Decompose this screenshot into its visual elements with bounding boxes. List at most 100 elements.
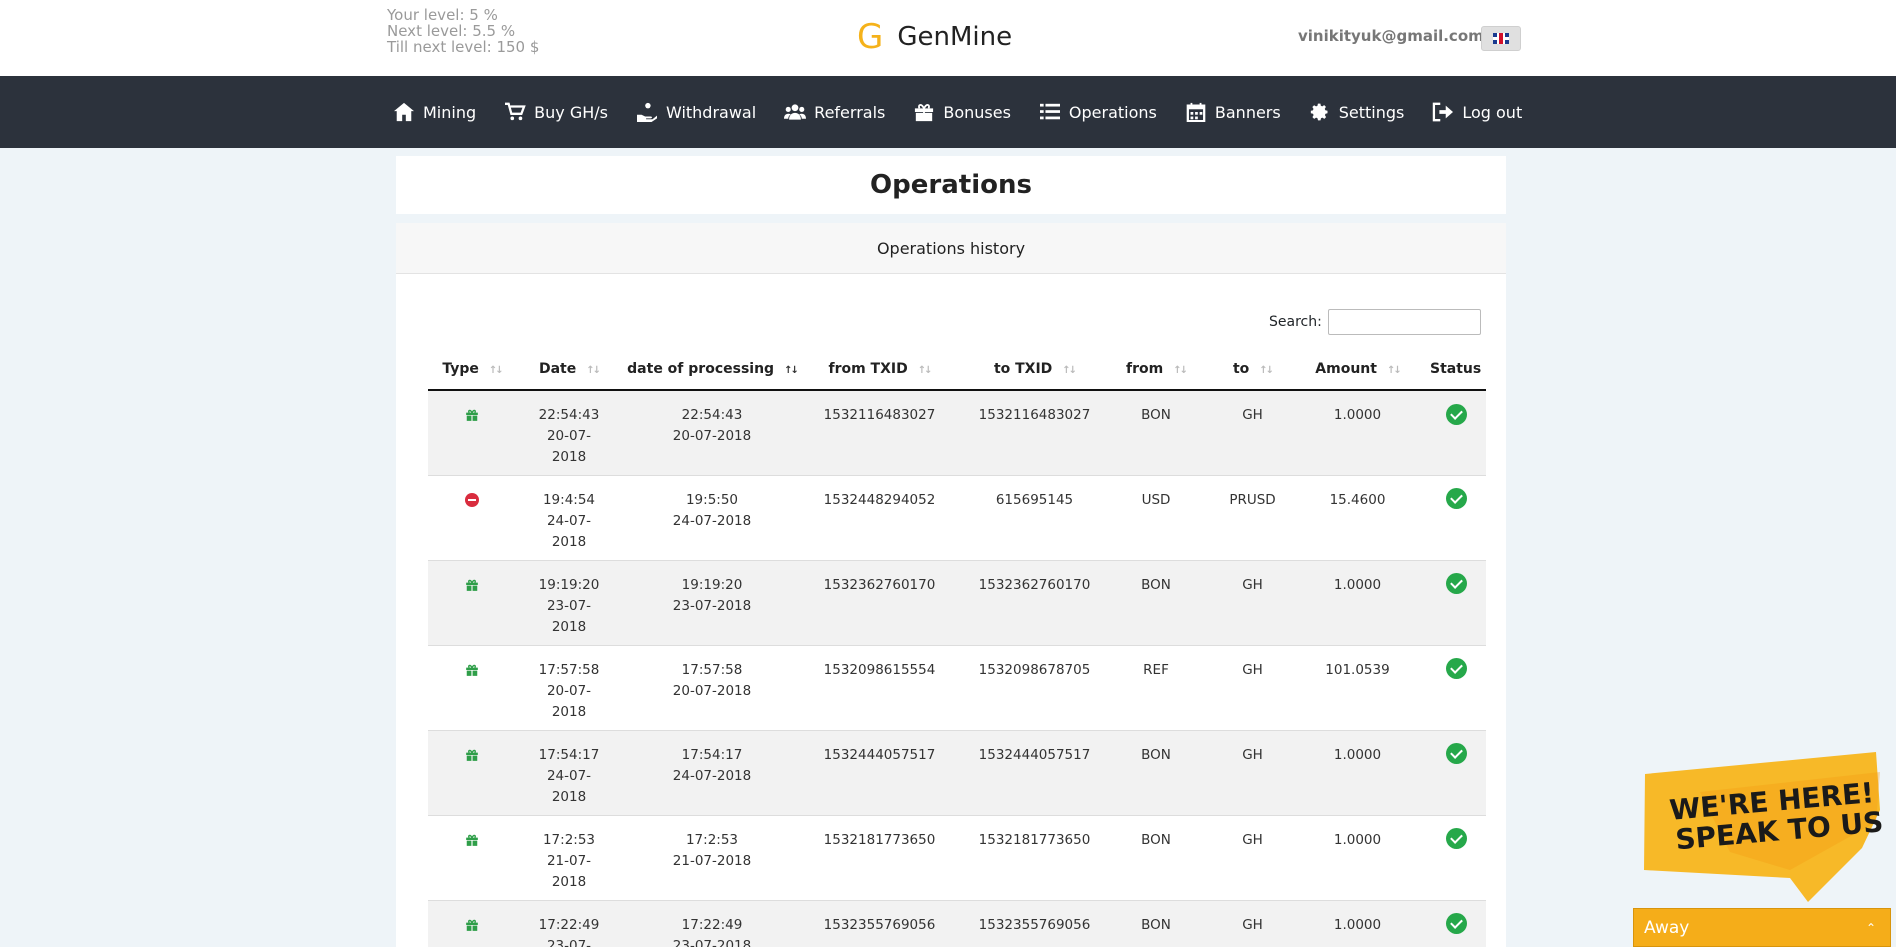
cell-from: BON bbox=[1112, 389, 1200, 475]
nav-item-label: Log out bbox=[1462, 102, 1523, 122]
gift-icon bbox=[465, 577, 479, 593]
operations-table: Type ↑↓ Date ↑↓ date of processing ↑↓ from … bbox=[428, 348, 1486, 947]
col-to[interactable]: to ↑↓ bbox=[1200, 348, 1305, 391]
speak-to-us-banner[interactable]: WE'RE HERE! SPEAK TO US bbox=[1640, 752, 1884, 902]
cell-amount: 1.0000 bbox=[1305, 899, 1410, 947]
brand-g-icon: G bbox=[857, 17, 884, 57]
cell-from-txid: 1532444057517 bbox=[802, 729, 957, 815]
table-row: 17:57:58 20-07- 2018 17:57:58 20-07-2018 1532… bbox=[428, 644, 1486, 730]
cell-to: GH bbox=[1200, 899, 1305, 947]
sort-icon: ↑↓ bbox=[488, 364, 504, 376]
cell-date-processing: 17:57:58 20-07-2018 bbox=[622, 644, 802, 730]
cell-to-txid: 1532116483027 bbox=[957, 389, 1112, 475]
cell-type bbox=[428, 389, 516, 475]
col-type[interactable]: Type ↑↓ bbox=[428, 348, 516, 391]
nav-item-banners[interactable]: Banners bbox=[1185, 102, 1281, 122]
cell-status bbox=[1410, 899, 1486, 947]
nav-item-label: Referrals bbox=[814, 102, 886, 122]
check-circle-icon bbox=[1446, 913, 1467, 934]
cell-from-txid: 1532362760170 bbox=[802, 559, 957, 645]
check-circle-icon bbox=[1446, 488, 1467, 509]
chat-status-label: Away bbox=[1644, 917, 1690, 938]
nav-item-referrals[interactable]: Referrals bbox=[784, 102, 885, 122]
cell-to: GH bbox=[1200, 389, 1305, 475]
cell-status bbox=[1410, 644, 1486, 730]
cell-type bbox=[428, 474, 516, 560]
cell-to: PRUSD bbox=[1200, 474, 1305, 560]
cell-to-txid: 615695145 bbox=[957, 474, 1112, 560]
nav-item-logout[interactable]: Log out bbox=[1432, 102, 1522, 122]
cell-from-txid: 1532098615554 bbox=[802, 644, 957, 730]
cell-date-processing: 17:2:53 21-07-2018 bbox=[622, 814, 802, 900]
nav-item-label: Operations bbox=[1068, 102, 1157, 122]
cell-status bbox=[1410, 814, 1486, 900]
cell-date-processing: 17:54:17 24-07-2018 bbox=[622, 729, 802, 815]
cell-from-txid: 1532355769056 bbox=[802, 899, 957, 947]
nav-item-label: Settings bbox=[1338, 102, 1405, 122]
cell-status bbox=[1410, 559, 1486, 645]
check-circle-icon bbox=[1446, 658, 1467, 679]
table-row: 17:54:17 24-07- 2018 17:54:17 24-07-2018 1532… bbox=[428, 729, 1486, 815]
cell-from: REF bbox=[1112, 644, 1200, 730]
cell-from: BON bbox=[1112, 899, 1200, 947]
brand-logo[interactable]: G GenMine bbox=[857, 18, 1012, 56]
cell-status bbox=[1410, 729, 1486, 815]
next-level: Next level: 5.5 % bbox=[387, 22, 516, 40]
chevron-up-icon[interactable]: ⌃ bbox=[1865, 920, 1876, 935]
table-header-row: Type ↑↓ Date ↑↓ date of processing ↑↓ from … bbox=[428, 348, 1486, 391]
cell-from-txid: 1532116483027 bbox=[802, 389, 957, 475]
hand-coin-icon bbox=[636, 102, 657, 122]
cell-type bbox=[428, 729, 516, 815]
sort-icon: ↑↓ bbox=[1062, 364, 1077, 376]
col-from[interactable]: from ↑↓ bbox=[1112, 348, 1200, 391]
col-to-txid[interactable]: to TXID ↑↓ bbox=[957, 348, 1112, 391]
chat-status-bar[interactable]: Away ⌃ bbox=[1633, 908, 1891, 947]
cell-to-txid: 1532098678705 bbox=[957, 644, 1112, 730]
level-info: Your level: 5 % Next level: 5.5 % Till n… bbox=[387, 7, 539, 55]
cell-amount: 1.0000 bbox=[1305, 814, 1410, 900]
language-button[interactable] bbox=[1481, 26, 1521, 51]
col-from-txid[interactable]: from TXID ↑↓ bbox=[802, 348, 957, 391]
cell-from-txid: 1532181773650 bbox=[802, 814, 957, 900]
cell-status bbox=[1410, 389, 1486, 475]
nav-item-bonuses[interactable]: Bonuses bbox=[913, 102, 1011, 122]
nav-item-label: Bonuses bbox=[943, 102, 1011, 122]
table-row: 17:2:53 21-07- 2018 17:2:53 21-07-2018 153218… bbox=[428, 814, 1486, 900]
main-nav: Mining Buy GH/s Withdrawal Referrals Bon… bbox=[0, 76, 1896, 148]
nav-item-buy[interactable]: Buy GH/s bbox=[504, 102, 608, 122]
col-date-processing[interactable]: date of processing ↑↓ bbox=[622, 348, 802, 391]
search-input[interactable] bbox=[1327, 309, 1481, 335]
cell-date-processing: 22:54:43 20-07-2018 bbox=[622, 389, 802, 475]
gift-icon bbox=[465, 832, 479, 848]
cell-type bbox=[428, 644, 516, 730]
check-circle-icon bbox=[1446, 573, 1467, 594]
nav-item-label: Banners bbox=[1214, 102, 1281, 122]
cell-from: BON bbox=[1112, 559, 1200, 645]
col-status[interactable]: Status bbox=[1410, 348, 1486, 391]
cell-type bbox=[428, 899, 516, 947]
cell-from: BON bbox=[1112, 729, 1200, 815]
cell-amount: 1.0000 bbox=[1305, 389, 1410, 475]
cell-to-txid: 1532362760170 bbox=[957, 559, 1112, 645]
check-circle-icon bbox=[1446, 743, 1467, 764]
nav-item-label: Mining bbox=[423, 102, 477, 122]
nav-item-operations[interactable]: Operations bbox=[1039, 102, 1157, 122]
gift-icon bbox=[465, 662, 479, 678]
cell-date-processing: 17:22:49 23-07-2018 bbox=[622, 899, 802, 947]
cell-type bbox=[428, 559, 516, 645]
col-amount[interactable]: Amount ↑↓ bbox=[1305, 348, 1410, 391]
sort-icon: ↑↓ bbox=[917, 364, 933, 376]
cell-date-processing: 19:19:20 23-07-2018 bbox=[622, 559, 802, 645]
cart-icon bbox=[505, 102, 526, 121]
nav-item-settings[interactable]: Settings bbox=[1309, 102, 1405, 122]
minus-circle-icon bbox=[465, 492, 479, 507]
cell-to: GH bbox=[1200, 729, 1305, 815]
nav-item-withdrawal[interactable]: Withdrawal bbox=[636, 102, 756, 122]
col-date[interactable]: Date ↑↓ bbox=[516, 348, 622, 391]
user-email[interactable]: vinikityuk@gmail.com bbox=[1298, 27, 1484, 45]
sort-icon: ↑↓ bbox=[1386, 364, 1402, 376]
sort-icon: ↑↓ bbox=[586, 364, 601, 376]
nav-item-mining[interactable]: Mining bbox=[393, 102, 476, 122]
table-row: 17:22:4923-07-201817:22:4923-07-20181532… bbox=[428, 899, 1486, 947]
panel-title: Operations history bbox=[396, 223, 1506, 274]
